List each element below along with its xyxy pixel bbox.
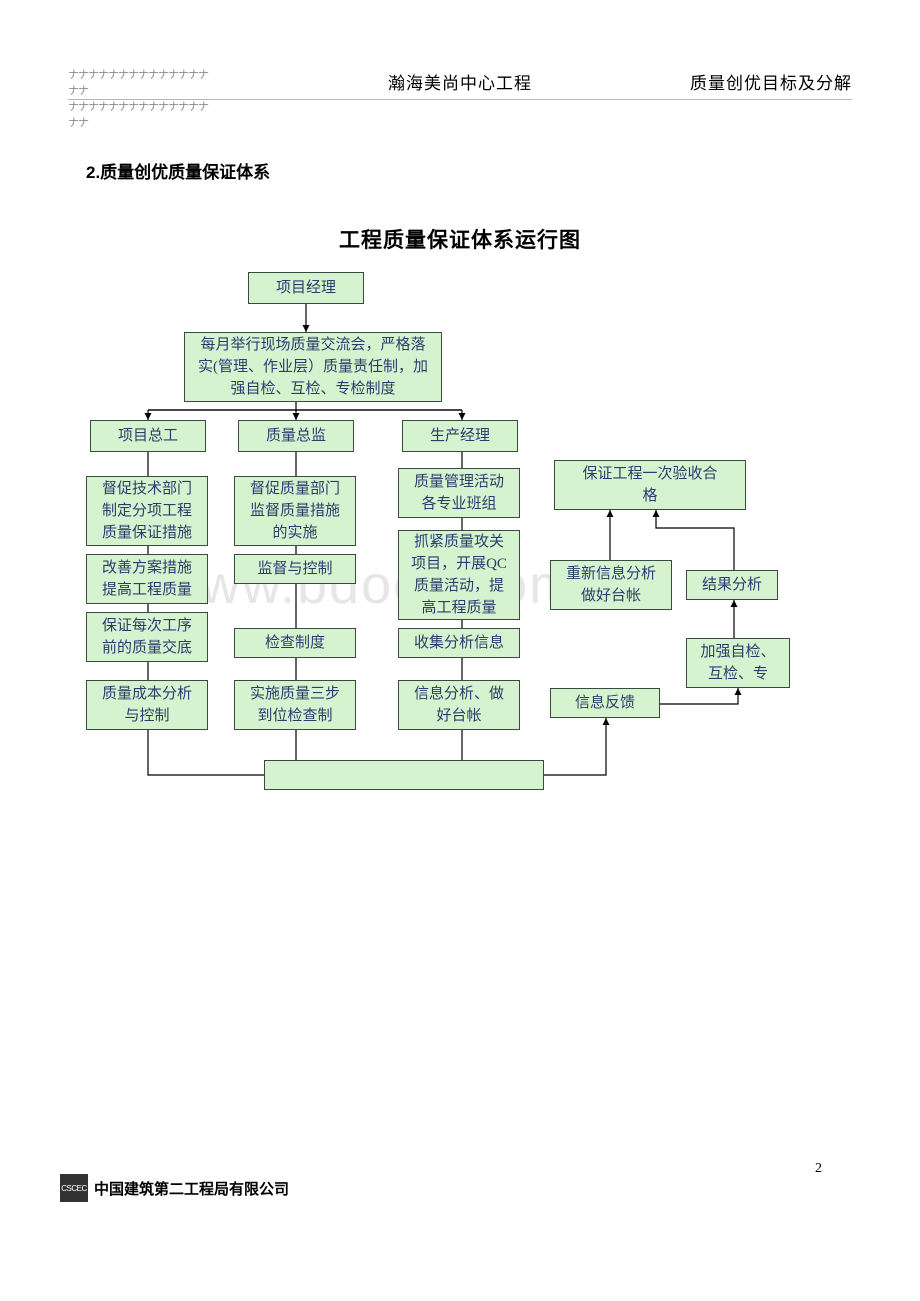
flowchart: 项目经理每月举行现场质量交流会，严格落 实(管理、作业层）质量责任制，加 强自检…: [86, 260, 834, 820]
flow-node-n1: 项目经理: [248, 272, 364, 304]
flow-node-n7: 督促质量部门 监督质量措施 的实施: [234, 476, 356, 546]
flow-node-n3: 项目总工: [90, 420, 206, 452]
flow-node-n14: 结果分析: [686, 570, 778, 600]
flow-node-n21: 信息分析、做 好台帐: [398, 680, 520, 730]
flow-node-n12: 抓紧质量攻关 项目，开展QC 质量活动，提 高工程质量: [398, 530, 520, 620]
flow-node-n10: 改善方案措施 提高工程质量: [86, 554, 208, 604]
section-heading: 2.质量创优质量保证体系: [86, 158, 270, 183]
flow-node-n2: 每月举行现场质量交流会，严格落 实(管理、作业层）质量责任制，加 强自检、互检、…: [184, 332, 442, 402]
flow-node-n22: 信息反馈: [550, 688, 660, 718]
flow-node-n9: 保证工程一次验收合 格: [554, 460, 746, 510]
flow-node-n19: 质量成本分析 与控制: [86, 680, 208, 730]
flow-node-n15: 保证每次工序 前的质量交底: [86, 612, 208, 662]
flow-node-n16: 检查制度: [234, 628, 356, 658]
page-header: ナナナナナナナナナナナナナナナナ ナナナナナナナナナナナナナナナナ 瀚海美尚中心…: [68, 64, 852, 100]
flow-node-n11: 监督与控制: [234, 554, 356, 584]
flow-node-n23: [264, 760, 544, 790]
flow-node-n17: 收集分析信息: [398, 628, 520, 658]
page-footer: CSCEC 中国建筑第二工程局有限公司: [60, 1171, 852, 1205]
header-right-title: 质量创优目标及分解: [690, 69, 852, 94]
flow-node-n8: 质量管理活动 各专业班组: [398, 468, 520, 518]
header-title: 瀚海美尚中心工程: [230, 69, 690, 94]
flow-node-n4: 质量总监: [238, 420, 354, 452]
footer-logo: CSCEC: [60, 1174, 88, 1202]
flow-node-n18: 加强自检、 互检、专: [686, 638, 790, 688]
flow-node-n13: 重新信息分析 做好台帐: [550, 560, 672, 610]
flow-node-n20: 实施质量三步 到位检查制: [234, 680, 356, 730]
chart-title: 工程质量保证体系运行图: [0, 224, 920, 254]
flow-node-n6: 督促技术部门 制定分项工程 质量保证措施: [86, 476, 208, 546]
footer-company: 中国建筑第二工程局有限公司: [94, 1178, 289, 1199]
flow-node-n5: 生产经理: [402, 420, 518, 452]
header-decoration: ナナナナナナナナナナナナナナナナ ナナナナナナナナナナナナナナナナ: [68, 66, 210, 98]
